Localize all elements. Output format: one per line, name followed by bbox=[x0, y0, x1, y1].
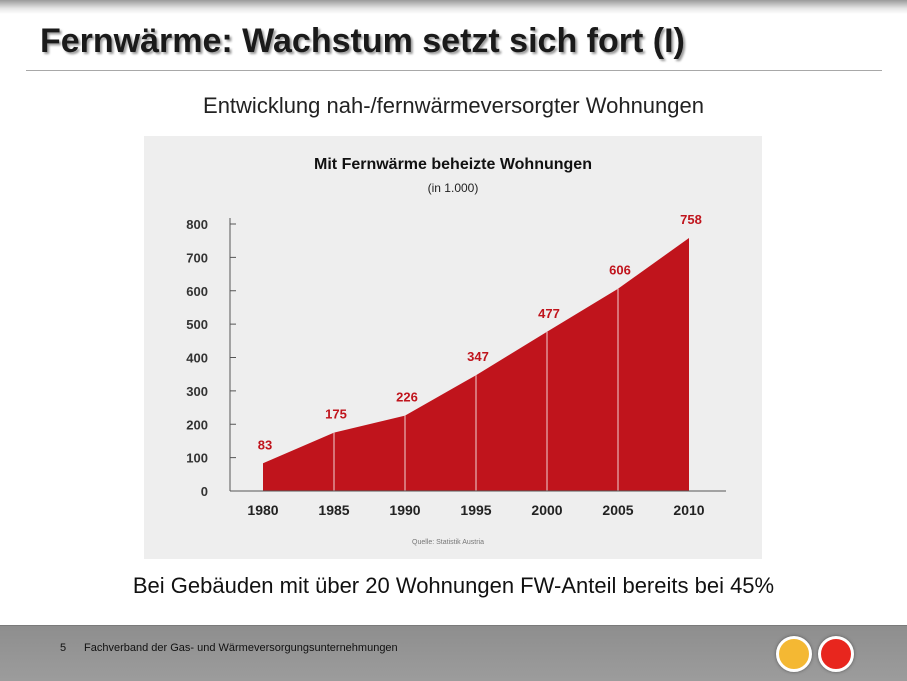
top-gradient-bar bbox=[0, 0, 907, 14]
page-number: 5 bbox=[60, 642, 67, 654]
y-tick-label: 600 bbox=[186, 284, 208, 299]
y-tick-label: 500 bbox=[186, 317, 208, 332]
y-tick-label: 200 bbox=[186, 417, 208, 432]
slide-subtitle: Entwicklung nah-/fernwärmeversorgter Woh… bbox=[203, 93, 704, 118]
chart-subtitle: (in 1.000) bbox=[428, 181, 479, 195]
slide-note: Bei Gebäuden mit über 20 Wohnungen FW-An… bbox=[132, 573, 775, 598]
y-tick-label: 0 bbox=[201, 484, 208, 499]
x-tick-label: 1990 bbox=[389, 502, 420, 518]
x-tick-label: 2000 bbox=[531, 502, 562, 518]
red-circle-icon bbox=[818, 636, 854, 672]
footer-organization: Fachverband der Gas- und Wärmeversorgung… bbox=[84, 642, 398, 654]
data-label: 758 bbox=[680, 212, 702, 227]
y-tick-label: 300 bbox=[186, 384, 208, 399]
y-tick-label: 800 bbox=[186, 217, 208, 232]
data-label: 83 bbox=[258, 437, 272, 452]
slide-title: Fernwärme: Wachstum setzt sich fort (I) bbox=[40, 22, 685, 60]
x-tick-label: 1995 bbox=[460, 502, 491, 518]
x-tick-label: 1980 bbox=[247, 502, 278, 518]
x-tick-label: 1985 bbox=[318, 502, 349, 518]
title-divider bbox=[26, 70, 882, 71]
chart-source: Quelle: Statistik Austria bbox=[412, 539, 484, 546]
y-tick-label: 100 bbox=[186, 451, 208, 466]
area-chart: Mit Fernwärme beheizte Wohnungen (in 1.0… bbox=[186, 156, 726, 546]
data-label: 477 bbox=[538, 306, 560, 321]
y-tick-label: 700 bbox=[186, 250, 208, 265]
data-label: 226 bbox=[396, 390, 418, 405]
y-tick-label: 400 bbox=[186, 351, 208, 366]
data-label: 175 bbox=[325, 407, 347, 422]
area-series bbox=[263, 238, 689, 491]
orange-circle-icon bbox=[776, 636, 812, 672]
chart-title: Mit Fernwärme beheizte Wohnungen bbox=[314, 156, 592, 173]
data-label: 606 bbox=[609, 263, 631, 278]
chart-panel: Mit Fernwärme beheizte Wohnungen (in 1.0… bbox=[144, 136, 762, 559]
data-label: 347 bbox=[467, 349, 489, 364]
footer-bar: 5 Fachverband der Gas- und Wärmeversorgu… bbox=[0, 625, 907, 681]
x-tick-label: 2005 bbox=[602, 502, 633, 518]
x-tick-label: 2010 bbox=[673, 502, 704, 518]
